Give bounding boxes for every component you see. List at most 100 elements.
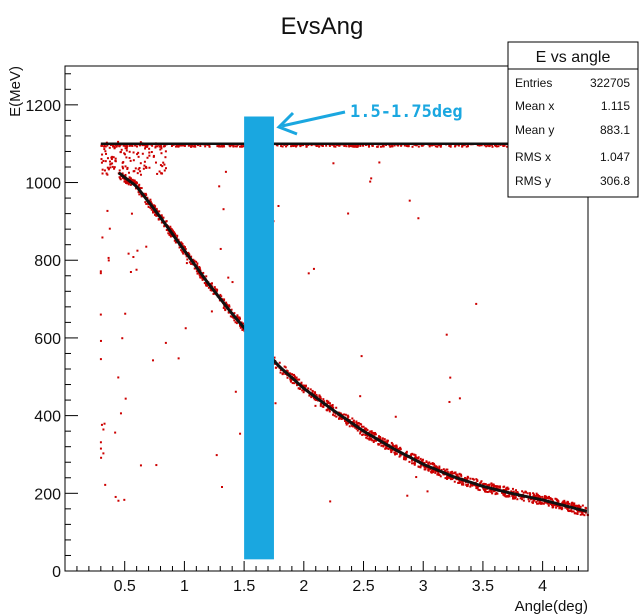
scatter-point (291, 373, 294, 376)
scatter-point (331, 403, 334, 406)
scatter-point (156, 172, 159, 175)
scatter-point (307, 387, 310, 390)
scatter-point (405, 451, 408, 454)
scatter-point (300, 381, 303, 384)
stats-box: E vs angle Entries 322705 Mean x 1.115 M… (507, 41, 639, 198)
scatter-point (354, 145, 357, 148)
scatter-point (199, 268, 202, 271)
scatter-point (395, 445, 398, 448)
scatter-point (233, 312, 236, 315)
scatter-point (294, 377, 297, 380)
scatter-point (440, 144, 443, 147)
scatter-point (371, 439, 374, 442)
scatter-point (221, 144, 224, 147)
x-tick-label: 1.5 (233, 578, 255, 595)
scatter-point (124, 147, 127, 150)
y-tick-label: 200 (34, 486, 61, 503)
scatter-point (493, 144, 496, 147)
scatter-point (511, 487, 514, 490)
scatter-point (180, 249, 183, 252)
scatter-point (507, 494, 510, 497)
scatter-point (224, 308, 227, 311)
scatter-point (158, 218, 161, 221)
scatter-point (428, 145, 431, 148)
scatter-point (279, 368, 282, 371)
scatter-point (106, 173, 109, 176)
scatter-point (347, 212, 350, 215)
scatter-point (106, 166, 109, 169)
scatter-point (360, 425, 363, 428)
scatter-point (361, 433, 364, 436)
scatter-point (132, 256, 135, 259)
scatter-point (213, 286, 216, 289)
scatter-point (163, 145, 166, 148)
scatter-point (219, 145, 222, 148)
scatter-point (314, 391, 317, 394)
curve-line (117, 171, 588, 513)
scatter-point (164, 156, 167, 159)
scatter-point (564, 502, 567, 505)
scatter-point (124, 165, 127, 168)
scatter-point (234, 390, 237, 393)
scatter-point (370, 430, 373, 433)
scatter-point (535, 492, 538, 495)
scatter-point (511, 494, 514, 497)
scatter-point (461, 480, 464, 483)
scatter-point (426, 490, 429, 493)
y-axis: 0 200 400 600 800 1000 1200 (25, 73, 78, 581)
scatter-point (543, 501, 546, 504)
scatter-point (315, 394, 318, 397)
scatter-point (444, 477, 447, 480)
scatter-point (118, 144, 121, 147)
stats-value: 306.8 (600, 174, 630, 188)
scatter-point (432, 470, 435, 473)
scatter-point (232, 145, 235, 148)
scatter-point (388, 144, 391, 147)
scatter-point (225, 301, 228, 304)
scatter-point (490, 484, 493, 487)
scatter-point (143, 160, 146, 163)
scatter-point (488, 483, 491, 486)
scatter-point (391, 449, 394, 452)
scatter-point (570, 503, 573, 506)
scatter-point (226, 304, 229, 307)
scatter-point (318, 145, 321, 148)
scatter-point (437, 144, 440, 147)
scatter-point (553, 504, 556, 507)
scatter-point (351, 144, 354, 147)
scatter-point (538, 495, 541, 498)
scatter-point (465, 145, 468, 148)
stats-label: Entries (515, 76, 552, 90)
scatter-point (123, 498, 126, 501)
scatter-point (325, 399, 328, 402)
scatter-point (137, 168, 140, 171)
scatter-point (222, 208, 225, 211)
scatter-point (536, 502, 539, 505)
scatter-point (573, 503, 576, 506)
scatter-point (238, 316, 241, 319)
scatter-point (100, 423, 103, 426)
scatter-point (129, 270, 132, 273)
scatter-point (215, 289, 218, 292)
scatter-point (389, 145, 392, 148)
scatter-point (548, 497, 551, 500)
scatter-point (411, 145, 414, 148)
scatter-point (186, 258, 189, 261)
scatter-point (371, 431, 374, 434)
scatter-point (320, 403, 323, 406)
scatter-point (377, 435, 380, 438)
scatter-point (372, 441, 375, 444)
scatter-point (504, 488, 507, 491)
scatter-point (131, 144, 134, 147)
scatter-point (391, 145, 394, 148)
scatter-point (145, 193, 148, 196)
scatter-point (188, 144, 191, 147)
scatter-point (304, 386, 307, 389)
scatter-point (581, 513, 584, 516)
scatter-point (204, 145, 207, 148)
scatter-point (406, 494, 409, 497)
scatter-point (504, 492, 507, 495)
scatter-point (180, 144, 183, 147)
scatter-point (179, 144, 182, 147)
scatter-point (372, 431, 375, 434)
